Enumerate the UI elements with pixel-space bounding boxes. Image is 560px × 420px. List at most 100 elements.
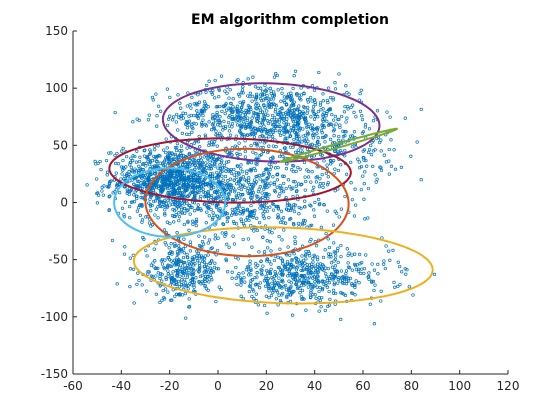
data-point xyxy=(189,106,193,110)
data-point xyxy=(140,283,144,287)
data-point xyxy=(249,282,253,286)
data-point xyxy=(295,194,299,198)
data-point xyxy=(262,250,267,254)
data-point xyxy=(109,151,113,155)
data-point xyxy=(232,219,236,224)
data-point xyxy=(282,95,287,99)
data-point xyxy=(137,159,142,164)
data-point xyxy=(212,140,217,144)
data-point xyxy=(122,177,126,181)
data-point xyxy=(171,118,175,122)
data-point xyxy=(220,166,224,170)
data-point xyxy=(247,218,251,223)
data-point xyxy=(321,99,325,103)
data-point xyxy=(248,285,253,289)
data-point xyxy=(294,281,299,285)
data-point xyxy=(281,291,285,296)
data-point xyxy=(249,161,254,165)
data-point xyxy=(305,266,309,270)
data-point xyxy=(191,158,195,162)
data-point xyxy=(182,237,186,241)
data-point xyxy=(227,129,232,133)
data-point xyxy=(312,88,317,92)
data-point xyxy=(306,281,311,285)
data-point xyxy=(260,89,265,93)
data-point xyxy=(224,169,228,173)
data-point xyxy=(262,178,266,183)
data-point xyxy=(288,299,293,304)
data-point xyxy=(256,113,260,117)
data-point xyxy=(233,198,238,202)
data-point xyxy=(276,255,280,259)
data-point xyxy=(317,70,321,75)
data-point xyxy=(150,185,155,190)
data-point xyxy=(359,164,364,169)
data-point xyxy=(220,109,224,114)
data-point xyxy=(282,181,286,186)
data-point xyxy=(261,145,265,150)
data-point xyxy=(296,113,300,118)
data-point xyxy=(172,220,176,224)
data-point xyxy=(263,210,267,214)
data-point xyxy=(305,125,309,129)
data-point xyxy=(404,272,408,276)
data-point xyxy=(379,138,383,142)
data-point xyxy=(173,263,177,267)
data-point xyxy=(177,285,182,289)
data-point xyxy=(210,115,215,120)
data-point xyxy=(325,119,329,124)
data-point xyxy=(206,156,210,160)
data-point xyxy=(271,144,276,148)
data-point xyxy=(123,185,127,189)
data-point xyxy=(164,181,168,186)
data-point xyxy=(154,274,158,278)
data-point xyxy=(286,274,290,278)
data-point xyxy=(300,254,304,258)
data-point xyxy=(299,268,303,273)
data-point xyxy=(240,193,245,197)
data-point xyxy=(265,176,269,181)
data-point xyxy=(275,172,280,177)
data-point xyxy=(204,221,208,225)
data-point xyxy=(188,264,193,268)
data-point xyxy=(254,265,258,269)
data-point xyxy=(277,293,281,297)
data-point xyxy=(135,194,139,198)
data-point xyxy=(266,277,270,281)
data-point xyxy=(280,269,284,274)
data-point xyxy=(254,92,259,96)
data-point xyxy=(230,153,234,157)
data-point xyxy=(161,200,165,204)
data-point xyxy=(228,188,233,192)
data-point xyxy=(263,185,267,190)
data-point xyxy=(219,74,224,78)
data-point xyxy=(371,164,375,169)
data-point xyxy=(405,268,409,272)
y-tick-label: -150 xyxy=(41,367,68,381)
data-point xyxy=(307,275,312,279)
data-point xyxy=(315,258,320,262)
data-point xyxy=(208,160,212,164)
data-point xyxy=(289,217,293,221)
data-point xyxy=(251,289,256,293)
data-point xyxy=(236,274,240,278)
data-point xyxy=(320,135,325,140)
data-point xyxy=(223,89,227,93)
data-point xyxy=(166,274,170,278)
data-point xyxy=(328,95,333,100)
data-point xyxy=(319,225,324,230)
data-point xyxy=(166,265,170,269)
data-point xyxy=(183,111,188,116)
data-point xyxy=(310,123,314,127)
data-point xyxy=(409,154,413,158)
data-point xyxy=(249,203,253,208)
data-point xyxy=(188,103,192,107)
data-point xyxy=(170,298,174,302)
data-point xyxy=(180,267,184,272)
data-point xyxy=(175,170,179,174)
data-point xyxy=(183,284,187,288)
data-point xyxy=(247,269,251,273)
data-point xyxy=(186,287,190,291)
data-point xyxy=(250,116,254,120)
data-point xyxy=(338,125,342,130)
